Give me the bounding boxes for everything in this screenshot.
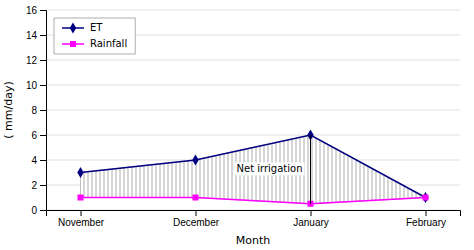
- axis-line: [40, 11, 47, 211]
- marks: [77, 129, 428, 206]
- legend-item: ET: [62, 22, 103, 34]
- tick-mark: [40, 60, 46, 61]
- tick-label: 0: [31, 205, 37, 216]
- tick-mark: [426, 210, 427, 216]
- chart: 0 2 4 6 8 10 12 14 16 November December January Febr…: [0, 0, 474, 250]
- tick-label: 8: [31, 105, 37, 116]
- tick-mark: [40, 210, 46, 211]
- grid-line: [46, 10, 460, 11]
- legend-marker: [70, 22, 76, 33]
- annotation-line: [310, 135, 311, 204]
- y-axis-title: ( mm/day): [2, 81, 15, 138]
- grid-line: [46, 85, 460, 86]
- tick: January: [293, 210, 329, 228]
- tick-mark: [40, 185, 46, 186]
- tick: November: [58, 210, 105, 228]
- annotation-background: [235, 162, 305, 175]
- grid: [46, 10, 460, 210]
- tick: 12: [26, 55, 46, 66]
- tick: February: [406, 210, 446, 228]
- tick-label: 12: [26, 55, 38, 66]
- marker: [193, 195, 199, 201]
- marker: [192, 154, 198, 165]
- series-line: [81, 135, 426, 198]
- legend: ET Rainfall: [54, 18, 135, 54]
- tick-label: 6: [31, 130, 37, 141]
- tick: 2: [31, 180, 46, 191]
- marker: [77, 167, 83, 178]
- tick-label: 10: [26, 80, 38, 91]
- tick-label: 2: [31, 180, 37, 191]
- legend-marker: [70, 41, 76, 47]
- tick-mark: [40, 85, 46, 86]
- series-line: [81, 198, 426, 204]
- tick-label: December: [173, 217, 220, 228]
- tick: 4: [31, 155, 46, 166]
- tick: 16: [26, 5, 46, 16]
- legend-label: Rainfall: [90, 38, 127, 49]
- marker: [423, 195, 429, 201]
- tick-mark: [196, 210, 197, 216]
- tick-label: 4: [31, 155, 37, 166]
- tick-mark: [40, 10, 46, 11]
- tick: 10: [26, 80, 46, 91]
- tick-mark: [40, 35, 46, 36]
- tick-label: 14: [26, 30, 38, 41]
- grid-line: [46, 135, 460, 136]
- tick: 14: [26, 30, 46, 41]
- tick-label: 16: [26, 5, 38, 16]
- tick-mark: [40, 110, 46, 111]
- tick-label: November: [58, 217, 105, 228]
- marker: [422, 192, 428, 203]
- annotation: Net irrigation: [235, 162, 305, 175]
- x-axis-title: Month: [236, 234, 271, 247]
- tick: 0: [31, 205, 46, 216]
- plot: 0 2 4 6 8 10 12 14 16 November December January Febr…: [2, 5, 461, 247]
- tick: December: [173, 210, 220, 228]
- y-axis: 0 2 4 6 8 10 12 14 16: [26, 5, 47, 216]
- tick-label: January: [293, 217, 329, 228]
- axis-line: [47, 211, 461, 217]
- marker: [78, 195, 84, 201]
- grid-line: [46, 60, 460, 61]
- tick-mark: [311, 210, 312, 216]
- tick: 8: [31, 105, 46, 116]
- legend-label: ET: [90, 22, 103, 33]
- fill-between: [81, 135, 426, 204]
- x-axis: November December January February: [47, 210, 461, 228]
- tick-mark: [81, 210, 82, 216]
- tick-mark: [40, 135, 46, 136]
- tick: 6: [31, 130, 46, 141]
- legend-frame: [54, 18, 135, 54]
- legend-item: Rainfall: [62, 38, 127, 49]
- tick-label: February: [406, 217, 446, 228]
- tick-mark: [40, 160, 46, 161]
- annotation-text: Net irrigation: [237, 163, 303, 174]
- grid-line: [46, 110, 460, 111]
